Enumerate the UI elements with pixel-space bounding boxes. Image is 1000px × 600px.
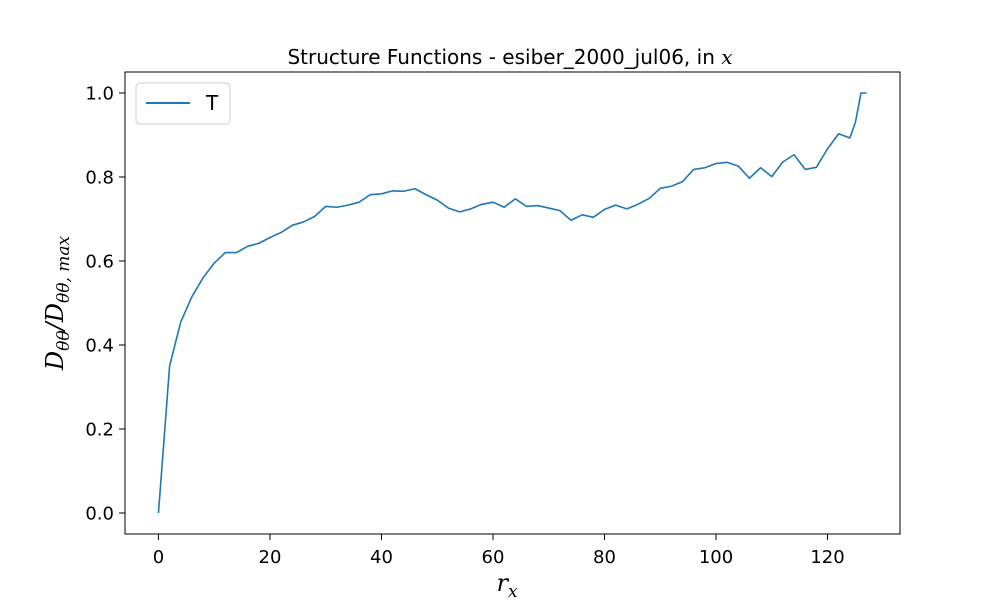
x-axis-label-subscript: x [508, 582, 518, 600]
series-line-t [157, 92, 867, 514]
y-tick-label: 0.8 [85, 168, 114, 189]
legend: T [135, 82, 231, 125]
x-axis-label: rx [496, 569, 517, 600]
y-tick-label: 0.6 [85, 252, 114, 273]
x-axis: 0 20 40 60 80 100 120 [153, 534, 845, 568]
y-tick-label: 0.2 [85, 420, 114, 441]
x-tick-label: 100 [699, 547, 733, 568]
y-tick-label: 0.4 [85, 336, 114, 357]
x-tick-label: 20 [259, 547, 282, 568]
x-tick-label: 0 [153, 547, 164, 568]
chart-title-variable: x [721, 45, 732, 69]
plot-area [124, 71, 901, 535]
y-tick-label: 1.0 [85, 84, 114, 105]
x-tick-label: 80 [593, 547, 616, 568]
y-axis-label: Dθθ/Dθθ, max [41, 235, 74, 371]
x-tick-label: 120 [810, 547, 844, 568]
x-tick-label: 40 [370, 547, 393, 568]
y-axis: 0.0 0.2 0.4 0.6 0.8 1.0 [85, 84, 125, 525]
chart-title: Structure Functions - esiber_2000_jul06,… [287, 45, 732, 69]
legend-label-t: T [205, 91, 219, 115]
x-tick-label: 60 [482, 547, 505, 568]
y-tick-label: 0.0 [85, 504, 114, 525]
